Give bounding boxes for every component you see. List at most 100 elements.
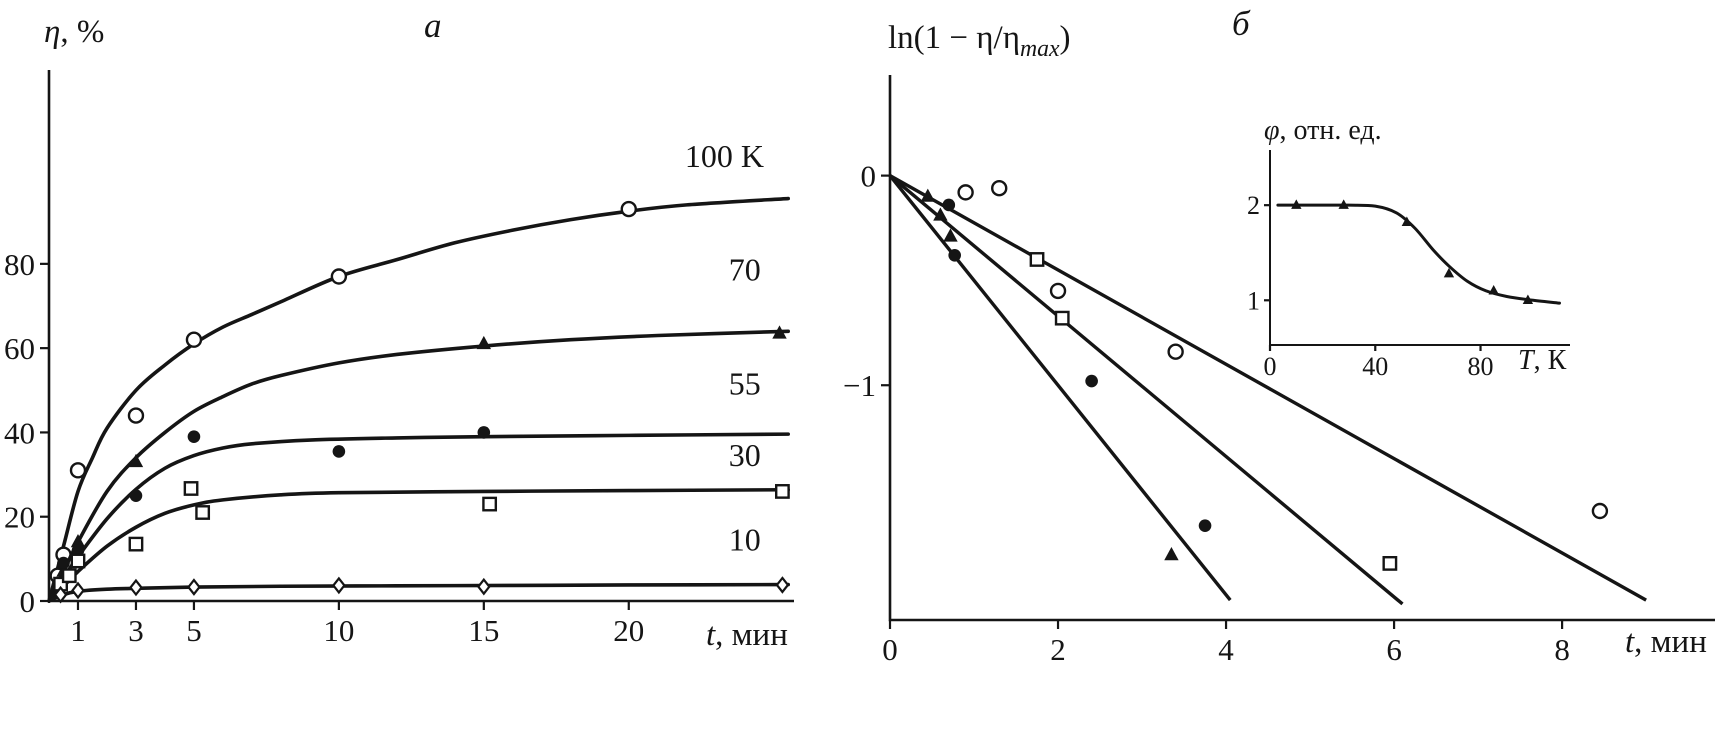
- marker-square-open: [1054, 310, 1070, 326]
- inset-xtick-label: 80: [1468, 352, 1494, 381]
- marker-square-open: [70, 553, 86, 569]
- panel-a-ytick-label: 20: [4, 500, 35, 535]
- curve-55: [47, 432, 791, 603]
- marker-circle-filled: [129, 489, 143, 502]
- curve-label-10: 10: [729, 521, 761, 557]
- panel-a-xtick-label: 20: [613, 613, 644, 648]
- curve-100 K: [47, 196, 791, 603]
- panel-a-ylabel: η, %: [44, 14, 104, 50]
- marker-diamond-open: [129, 578, 143, 597]
- panel-a-ytick-label: 0: [20, 584, 36, 619]
- panel-b-axes: [888, 75, 1715, 622]
- marker-triangle-filled: [1338, 199, 1349, 209]
- marker-triangle-filled: [1488, 285, 1499, 295]
- marker-triangle-filled: [476, 335, 492, 350]
- marker-square-open: [482, 496, 498, 512]
- panel-a-xlabel: t, мин: [706, 617, 788, 653]
- marker-triangle-filled: [1443, 267, 1455, 278]
- panel-b-xtick-label: 2: [1050, 632, 1066, 667]
- marker-circle-filled: [187, 430, 201, 443]
- marker-triangle-filled: [1401, 216, 1413, 227]
- curve-phi: [1276, 203, 1561, 305]
- inset-ytick-label: 1: [1247, 286, 1260, 315]
- marker-circle-filled: [1085, 374, 1098, 388]
- panel-b-xtick-label: 8: [1554, 632, 1570, 667]
- marker-triangle-filled: [1291, 199, 1302, 209]
- marker-triangle-filled: [1164, 547, 1179, 561]
- inset-group: 0 40 80 1 2 T, К φ, отн. ед.: [1247, 115, 1570, 381]
- panel-b-ytick-label: −1: [843, 368, 876, 403]
- panel-b-title: б: [1232, 4, 1250, 43]
- marker-square-open: [775, 484, 790, 499]
- marker-triangle-filled: [920, 188, 936, 202]
- curve-70: [47, 329, 791, 603]
- marker-square-open: [183, 481, 199, 496]
- marker-circle-open: [330, 268, 348, 285]
- marker-diamond-open: [331, 576, 346, 595]
- marker-circle-open: [185, 331, 203, 348]
- marker-diamond-open: [476, 577, 491, 596]
- marker-circle-open: [127, 407, 145, 424]
- panel-a-group: 1 3 5 10 15 20 0 20 40 60 80 t, мин η, % 100 K 70 55 30 1…: [4, 14, 794, 653]
- marker-square-open: [195, 505, 211, 520]
- panel-b-xlabel: t, мин: [1625, 624, 1707, 660]
- curve-label-70: 70: [729, 252, 761, 288]
- marker-triangle-filled: [70, 534, 86, 548]
- marker-circle-open: [1591, 502, 1609, 520]
- marker-triangle-filled: [943, 228, 958, 242]
- inset-axes: [1269, 150, 1570, 346]
- marker-square-open: [1382, 556, 1398, 571]
- marker-diamond-open: [187, 578, 201, 596]
- panel-a-xtick-label: 1: [70, 613, 86, 648]
- panel-a-xtick-label: 5: [186, 613, 202, 648]
- marker-triangle-filled: [128, 453, 144, 468]
- panel-b-fit-line-2: [889, 174, 1647, 602]
- marker-triangle-filled: [933, 207, 948, 221]
- marker-triangle-filled: [772, 325, 787, 339]
- panel-b-ylabel: ln(1 − η/ηmax): [888, 20, 1071, 62]
- curve-label-100 K: 100 K: [685, 138, 764, 174]
- panel-b-fit-line-1: [888, 174, 1404, 606]
- panel-b-xtick-label: 6: [1386, 632, 1402, 667]
- curve-label-55: 55: [729, 366, 761, 402]
- panel-b-fit-line-0: [888, 174, 1232, 602]
- panel-a-title: а: [424, 6, 442, 45]
- marker-square-open: [1029, 252, 1045, 267]
- marker-circle-filled: [332, 445, 346, 458]
- curve-label-30: 30: [729, 437, 761, 473]
- marker-circle-filled: [57, 556, 70, 570]
- marker-circle-filled: [942, 198, 956, 212]
- marker-circle-open: [957, 184, 974, 201]
- inset-xtick-label: 0: [1264, 352, 1277, 381]
- panel-a-ytick-label: 60: [4, 331, 35, 366]
- marker-circle-open: [1167, 343, 1184, 360]
- marker-triangle-filled: [1522, 294, 1534, 305]
- inset-ytick-label: 2: [1247, 191, 1260, 220]
- marker-circle-open: [620, 200, 637, 218]
- marker-diamond-open: [71, 581, 85, 600]
- marker-square-open: [61, 568, 77, 584]
- marker-circle-open: [1049, 282, 1067, 300]
- panel-a-xtick-label: 3: [128, 613, 144, 648]
- panel-b-xtick-label: 0: [882, 632, 898, 667]
- marker-circle-open: [991, 179, 1008, 197]
- inset-ylabel: φ, отн. ед.: [1264, 115, 1382, 146]
- panel-b-ytick-label: 0: [861, 159, 877, 194]
- marker-circle-filled: [1198, 519, 1212, 532]
- inset-xtick-label: 40: [1362, 352, 1388, 381]
- marker-circle-filled: [948, 248, 961, 262]
- marker-diamond-open: [53, 585, 68, 604]
- marker-square-open: [128, 536, 144, 552]
- marker-circle-filled: [477, 426, 491, 439]
- panel-a-chart: 1 3 5 10 15 20 0 20 40 60 80 t, мин η, % 100 K 70 55 30 1…: [4, 14, 794, 653]
- curve-10: [47, 582, 791, 603]
- panel-a-xtick-label: 10: [323, 613, 354, 648]
- panel-a-xtick-label: 15: [468, 613, 499, 648]
- panel-a-ytick-label: 80: [4, 247, 35, 282]
- marker-diamond-open: [775, 576, 790, 594]
- panel-a-ytick-label: 40: [4, 415, 35, 450]
- panel-b-xtick-label: 4: [1218, 632, 1234, 667]
